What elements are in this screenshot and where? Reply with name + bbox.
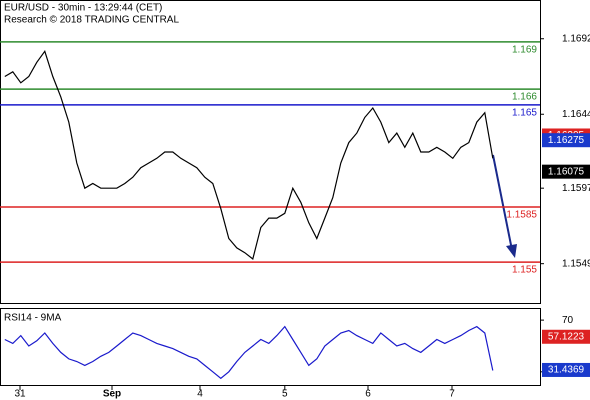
price-tag: [542, 133, 590, 148]
price-tag: [542, 329, 590, 344]
series-line: [4, 325, 494, 380]
level-label: 1.165: [512, 107, 537, 118]
price-tag-label: 31.4369: [548, 365, 585, 376]
chart-subtitle: Research © 2018 TRADING CENTRAL: [4, 15, 179, 26]
x-tick-label: 4: [197, 389, 203, 400]
x-tick-label: Sep: [103, 389, 121, 400]
price-tag: [542, 362, 590, 377]
x-tick-label: 7: [449, 389, 455, 400]
rsi-frame: [0, 308, 541, 386]
x-tick-label: 5: [282, 389, 288, 400]
y-tick-label: 70: [562, 315, 574, 326]
series-line: [4, 49, 494, 261]
y-tick-label: 1.1549: [562, 258, 590, 269]
chart-title: EUR/USD - 30min - 13:29:44 (CET): [4, 3, 162, 14]
price-tag-label: 1.16075: [548, 166, 585, 177]
price-tag-label: 1.16275: [548, 135, 585, 146]
rsi-title: RSI14 - 9MA: [4, 313, 62, 324]
price-tag-label: 57.1223: [548, 331, 585, 342]
price-tag: [542, 164, 590, 179]
forecast-arrow: [492, 154, 517, 258]
x-tick-label: 31: [14, 389, 26, 400]
level-label: 1.155: [512, 265, 537, 276]
level-label: 1.169: [512, 45, 537, 56]
x-tick-label: 6: [365, 389, 371, 400]
y-tick-label: 1.1692: [562, 33, 590, 44]
y-tick-label: 1.1644: [562, 109, 590, 120]
level-label: 1.1585: [506, 210, 537, 221]
y-tick-label: 1.1597: [562, 183, 590, 194]
level-label: 1.166: [512, 92, 537, 103]
price-frame: [0, 0, 541, 304]
